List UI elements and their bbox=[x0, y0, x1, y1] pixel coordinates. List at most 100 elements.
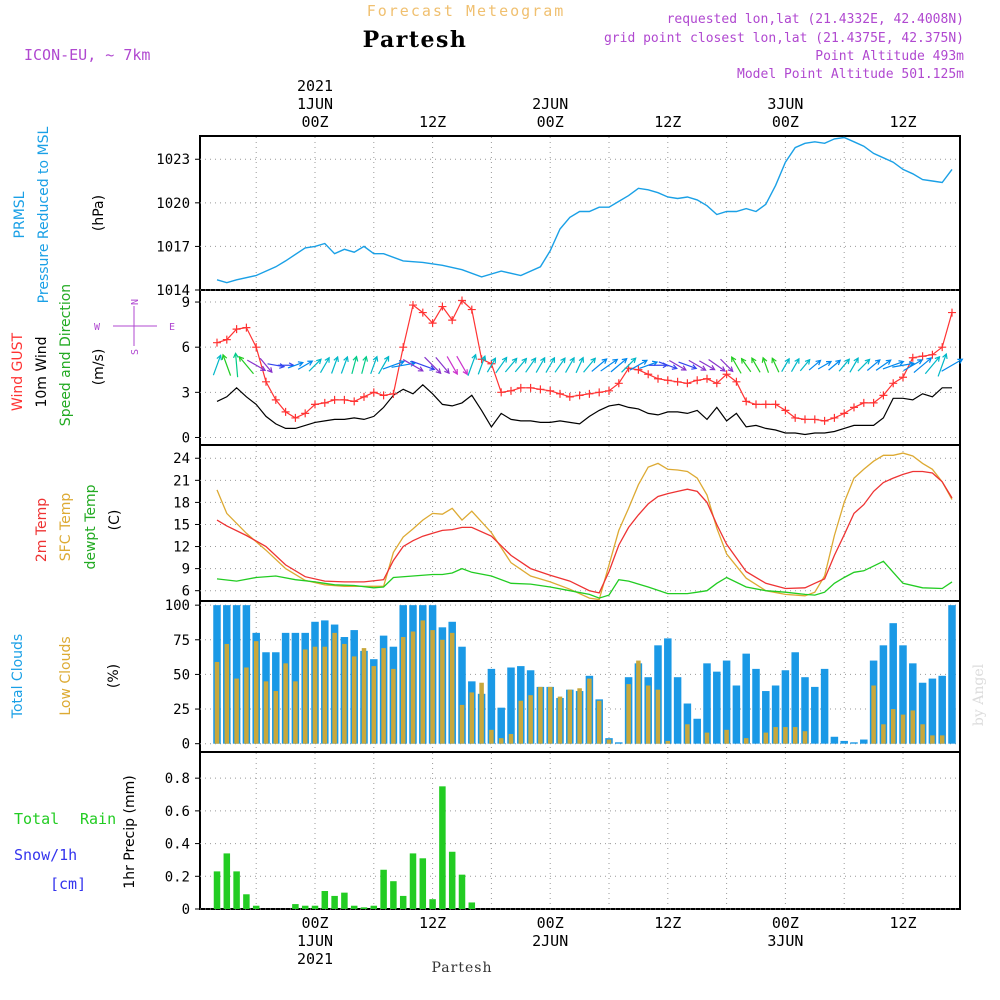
wind-arrow-head bbox=[429, 365, 436, 371]
bottom-time-label: 00Z bbox=[537, 914, 564, 932]
wind-gust-marker bbox=[428, 319, 437, 328]
total-cloud-bar bbox=[801, 677, 809, 744]
temp-dewpt-label: dewpt Temp bbox=[83, 484, 99, 569]
wind-arrow-head bbox=[435, 368, 442, 375]
bottom-time-label: 12Z bbox=[889, 914, 916, 932]
wind-arrow-head bbox=[569, 356, 575, 363]
clouds-tick-label: 100 bbox=[165, 598, 190, 614]
wind-panel bbox=[199, 289, 961, 446]
low-cloud-bar bbox=[538, 686, 543, 744]
pressure-tick-label: 1023 bbox=[156, 152, 190, 168]
wind-direction-arrow bbox=[658, 361, 677, 370]
wind-gust-marker bbox=[644, 370, 653, 379]
wind-direction-arrow bbox=[331, 356, 339, 374]
wind-arrow-head bbox=[709, 365, 716, 371]
low-cloud-bar bbox=[293, 681, 298, 744]
wind-gust-marker bbox=[879, 391, 888, 400]
wind-direction-arrow bbox=[267, 363, 285, 368]
low-cloud-bar bbox=[253, 641, 259, 744]
total-cloud-bar bbox=[713, 671, 721, 744]
top-time-label: 00Z bbox=[301, 113, 328, 131]
wind-gust-marker bbox=[850, 403, 858, 412]
low-cloud-bar bbox=[773, 727, 778, 744]
wind-direction-arrow bbox=[720, 358, 734, 372]
low-cloud-bar bbox=[724, 729, 729, 744]
wind-direction-arrow bbox=[903, 359, 923, 372]
wind-series bbox=[212, 296, 964, 436]
wind-arrow-head bbox=[621, 357, 628, 364]
wind-speed-dir-label: Speed and Direction bbox=[58, 284, 74, 426]
low-cloud-bar bbox=[302, 649, 308, 744]
total-cloud-bar bbox=[693, 718, 701, 744]
wind-gust-marker bbox=[232, 325, 241, 334]
wind-arrow-head bbox=[521, 357, 528, 364]
low-cloud-bar bbox=[577, 688, 582, 744]
wind-arrow-head bbox=[560, 357, 566, 364]
total-cloud-bar bbox=[811, 686, 819, 744]
wind-gust-marker bbox=[781, 406, 790, 415]
wind-arrow-head bbox=[942, 352, 948, 360]
wind-direction-arrow bbox=[924, 356, 940, 375]
low-cloud-bar bbox=[871, 685, 876, 744]
wind-direction-arrow bbox=[402, 359, 424, 372]
wind-arrow-head bbox=[926, 357, 933, 363]
low-cloud-bar bbox=[420, 620, 426, 744]
bottom-time-label: 2021 bbox=[297, 950, 333, 968]
wind-gust-marker bbox=[507, 386, 515, 395]
wind-arrow-head bbox=[680, 365, 687, 371]
requested-coords: requested lon,lat (21.4332E, 42.4008N) bbox=[667, 12, 964, 27]
wind-gust-marker bbox=[281, 407, 290, 416]
wind-direction-arrow bbox=[477, 355, 486, 375]
rain-bar bbox=[301, 905, 309, 909]
clouds-tick-label: 50 bbox=[173, 667, 190, 683]
rain-bar bbox=[331, 895, 338, 909]
total-cloud-bar bbox=[722, 660, 731, 744]
temp-tick-label: 15 bbox=[173, 517, 190, 533]
wind-arrow-head bbox=[651, 360, 659, 367]
wind-direction-arrow bbox=[762, 357, 770, 373]
precip-unit: 1hr Precip (mm) bbox=[122, 775, 138, 888]
wind-direction-arrow bbox=[435, 356, 450, 374]
wind-gust-marker bbox=[350, 397, 359, 406]
low-cloud-bar bbox=[371, 666, 377, 744]
wind-arrow-head bbox=[444, 368, 450, 375]
wind-gust-marker bbox=[801, 415, 809, 424]
wind-arrow-head bbox=[612, 358, 619, 365]
wind-gust-marker bbox=[752, 400, 760, 409]
wind-arrow-head bbox=[324, 356, 330, 363]
precip-rain-label: Rain bbox=[80, 810, 116, 828]
low-cloud-bar bbox=[567, 689, 573, 744]
low-cloud-bar bbox=[557, 696, 563, 744]
bottom-time-label: 00Z bbox=[772, 914, 799, 932]
wind-arrow-head bbox=[804, 358, 811, 365]
wind-direction-arrow bbox=[514, 358, 527, 373]
wind-arrow-head bbox=[590, 357, 597, 364]
total-cloud-bar bbox=[840, 740, 848, 744]
temp-tick-label: 12 bbox=[173, 540, 190, 556]
wind-gust-marker bbox=[918, 352, 927, 361]
wind-gust-marker bbox=[840, 409, 849, 418]
wind-gust-marker bbox=[810, 415, 819, 424]
wind-gust-marker bbox=[712, 379, 721, 388]
compass-south: S bbox=[130, 349, 141, 355]
wind-gust-marker bbox=[271, 395, 280, 404]
wind-arrow-head bbox=[740, 357, 747, 364]
wind-gust-marker bbox=[605, 386, 613, 395]
wind-direction-arrow bbox=[424, 356, 442, 374]
wind-arrow-head bbox=[233, 352, 239, 359]
precip-total-label: Total bbox=[14, 810, 59, 828]
wind-direction-arrow bbox=[699, 360, 715, 371]
wind-arrow-head bbox=[417, 366, 424, 372]
watermark: by Angel bbox=[971, 663, 987, 726]
pressure-tick-label: 1014 bbox=[156, 283, 190, 299]
wind-direction-arrow bbox=[751, 357, 761, 373]
wind-gust-marker bbox=[360, 392, 368, 401]
wind-arrow-head bbox=[333, 355, 339, 363]
rain-bar bbox=[311, 905, 319, 909]
total-cloud-bar bbox=[909, 663, 917, 744]
wind-direction-arrow bbox=[259, 357, 273, 373]
wind-direction-arrow bbox=[554, 357, 566, 373]
wind-gust-marker bbox=[595, 388, 604, 397]
top-time-label: 00Z bbox=[537, 113, 564, 131]
wind-arrow-head bbox=[549, 356, 556, 363]
